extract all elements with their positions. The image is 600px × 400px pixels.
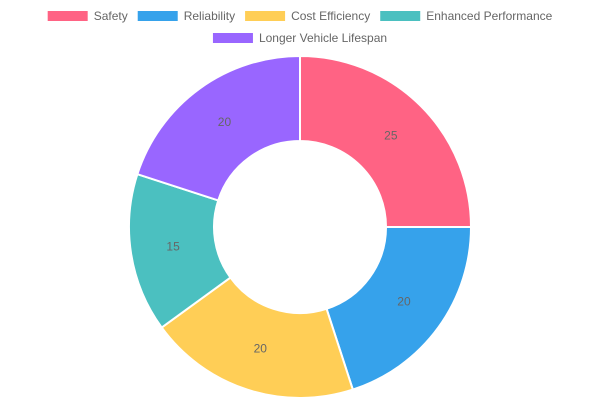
- legend-item-reliability[interactable]: Reliability: [137, 9, 235, 23]
- slice-safety[interactable]: [299, 54, 473, 228]
- chart-legend: Safety Reliability Cost Efficiency Enhanced…: [47, 9, 553, 45]
- legend-item-longer-vehicle-lifespan[interactable]: Longer Vehicle Lifespan: [212, 31, 387, 45]
- slice-value-label-safety: 25: [384, 128, 398, 142]
- legend-label-enhanced-performance: Enhanced Performance: [426, 9, 552, 23]
- legend-swatch-longer-vehicle-lifespan: [212, 33, 253, 43]
- slice-value-label-longer-vehicle-lifespan: 20: [218, 115, 232, 129]
- slice-value-label-cost-efficiency: 20: [254, 341, 268, 355]
- legend-swatch-safety: [47, 11, 88, 21]
- slice-longer-vehicle-lifespan[interactable]: [136, 54, 301, 202]
- legend-item-enhanced-performance[interactable]: Enhanced Performance: [380, 9, 553, 23]
- legend-swatch-enhanced-performance: [380, 11, 421, 21]
- chart-slice-labels: 25 20 20 15 20: [166, 115, 411, 355]
- legend-swatch-cost-efficiency: [245, 11, 286, 21]
- slice-value-label-reliability: 20: [397, 295, 411, 309]
- legend-label-safety: Safety: [94, 9, 128, 23]
- legend-label-cost-efficiency: Cost Efficiency: [291, 9, 370, 23]
- legend-label-longer-vehicle-lifespan: Longer Vehicle Lifespan: [259, 31, 387, 45]
- legend-swatch-reliability: [137, 11, 178, 21]
- legend-item-safety[interactable]: Safety: [47, 9, 128, 23]
- slice-value-label-enhanced-performance: 15: [166, 239, 180, 253]
- chart-slices: [128, 54, 473, 399]
- slice-reliability[interactable]: [325, 226, 473, 391]
- legend-label-reliability: Reliability: [184, 9, 235, 23]
- legend-item-cost-efficiency[interactable]: Cost Efficiency: [245, 9, 370, 23]
- slice-cost-efficiency[interactable]: [160, 276, 355, 399]
